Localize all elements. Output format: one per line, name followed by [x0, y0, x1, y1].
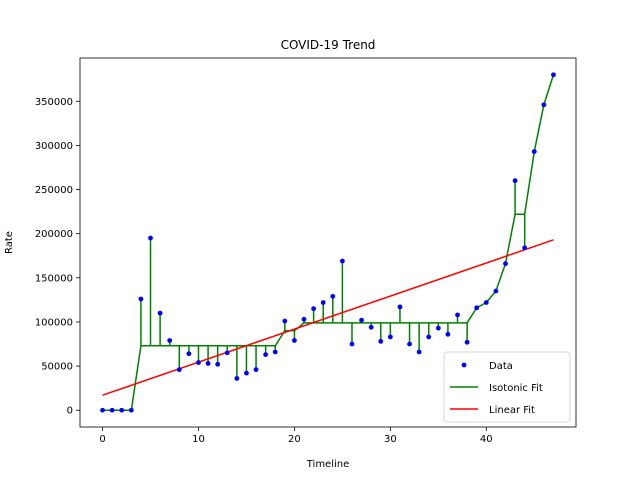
data-point [138, 296, 144, 302]
data-point [407, 341, 412, 347]
data-point [378, 338, 384, 344]
data-point [292, 338, 297, 343]
data-point [186, 351, 192, 357]
legend-label-data: Data [489, 361, 513, 372]
data-point [416, 349, 422, 355]
data-point [128, 407, 134, 413]
data-point [359, 317, 364, 323]
data-point [253, 367, 259, 373]
data-point [522, 245, 528, 251]
data-point [148, 235, 153, 241]
data-point [445, 331, 451, 337]
data-point [301, 316, 307, 322]
data-point [196, 360, 201, 365]
data-point [339, 258, 345, 264]
y-tick-label: 300000 [35, 141, 73, 152]
data-point [119, 407, 125, 413]
data-point [426, 334, 432, 340]
data-point [455, 312, 460, 318]
data-point [282, 318, 288, 324]
data-point [435, 325, 441, 331]
axes-frame [79, 57, 577, 428]
data-point [205, 361, 211, 366]
legend-label-isotonic: Isotonic Fit [489, 383, 543, 394]
x-tick-label: 20 [288, 434, 301, 445]
data-point [330, 293, 336, 299]
data-point [234, 376, 240, 381]
data-point [215, 361, 221, 367]
data-point [503, 261, 508, 267]
data-point [349, 341, 355, 347]
data-point [157, 310, 163, 316]
legend-marker-data [461, 362, 467, 368]
y-tick-label: 250000 [35, 185, 73, 196]
data-point [474, 305, 480, 311]
legend-box [443, 351, 571, 423]
data-point [176, 367, 182, 373]
y-tick-label: 100000 [35, 317, 73, 328]
data-point [464, 339, 470, 345]
y-tick-label: 0 [67, 406, 73, 417]
y-tick-label: 50000 [41, 362, 73, 373]
data-point [244, 370, 249, 376]
y-tick-label: 350000 [35, 97, 73, 108]
chart-title: COVID-19 Trend [281, 38, 376, 52]
data-point [551, 72, 556, 78]
y-tick-label: 150000 [35, 273, 73, 284]
data-point [272, 349, 278, 355]
data-point [320, 300, 326, 305]
y-axis-title: Rate [4, 231, 15, 254]
data-point [224, 350, 230, 356]
legend: Data Isotonic Fit Linear Fit [443, 351, 571, 423]
data-point [167, 338, 173, 343]
x-tick-label: 30 [384, 434, 397, 445]
x-axis-title: Timeline [306, 459, 350, 470]
y-tick-label: 200000 [35, 229, 73, 240]
data-point [368, 324, 374, 330]
data-point [512, 178, 518, 184]
plot-area [100, 72, 556, 413]
x-tick-label: 40 [480, 434, 493, 445]
x-tick-label: 0 [99, 434, 105, 445]
data-point [483, 300, 489, 305]
data-point [109, 407, 115, 413]
x-tick-label: 10 [192, 434, 205, 445]
axes: 0 10 20 30 40 0 50000 100000 150000 200000 250000 3… [35, 57, 577, 445]
data-point [397, 304, 403, 310]
data-point [311, 306, 317, 312]
data-point [263, 352, 269, 358]
data-point [531, 149, 537, 154]
data-point [493, 288, 499, 294]
data-point [541, 102, 547, 108]
data-point [100, 407, 105, 413]
legend-label-linear: Linear Fit [489, 405, 535, 416]
data-point [387, 334, 393, 340]
